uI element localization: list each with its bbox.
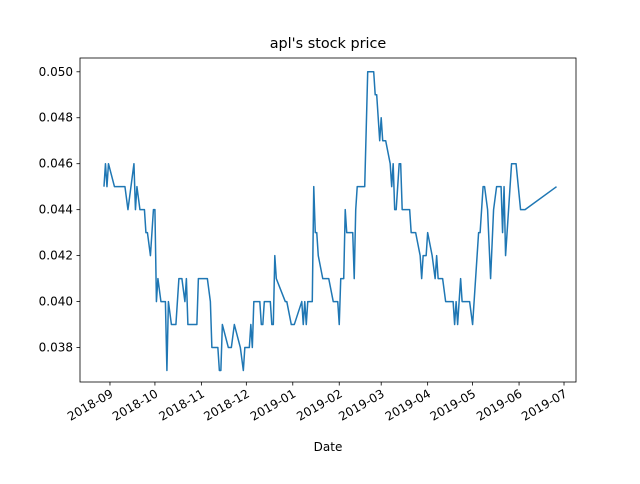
y-tick-label: 0.040 [39,295,73,309]
y-tick-label: 0.044 [39,203,73,217]
y-tick-label: 0.038 [39,341,73,355]
chart-title: apl's stock price [270,36,387,52]
y-tick-label: 0.046 [39,157,73,171]
y-tick-label: 0.042 [39,249,73,263]
y-tick-label: 0.050 [39,65,73,79]
x-axis-label: Date [314,440,343,454]
plot-frame [79,57,577,383]
data-line [103,71,557,372]
y-tick-label: 0.048 [39,111,73,125]
